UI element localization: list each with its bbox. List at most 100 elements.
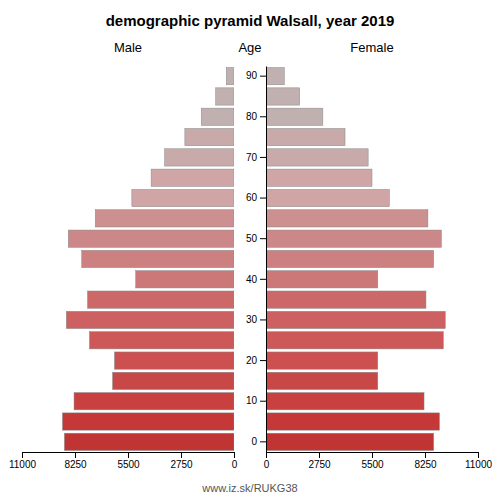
bar	[266, 88, 300, 105]
tick-mark	[234, 452, 235, 458]
tick: 50	[246, 233, 266, 244]
tick-mark	[319, 452, 320, 458]
tick: 90	[246, 70, 266, 81]
bar	[266, 372, 378, 389]
bar	[115, 352, 234, 369]
tick-label: 5500	[361, 459, 384, 470]
tick: 11000	[9, 452, 37, 470]
tick: 60	[246, 192, 266, 203]
tick-label: 8250	[414, 459, 437, 470]
tick-mark	[425, 452, 426, 458]
bar	[266, 108, 323, 125]
bar	[201, 108, 234, 125]
bar	[226, 68, 234, 85]
tick-label: 40	[246, 274, 258, 285]
tick: 70	[246, 152, 266, 163]
tick: 0	[264, 452, 270, 470]
tick: 8250	[64, 452, 87, 470]
bar	[266, 433, 434, 450]
axis-line	[266, 67, 267, 453]
y-axis: 0 10 20 30 40 50 60 70 80 90	[246, 67, 267, 453]
tick-mark	[260, 319, 266, 320]
tick-label: 50	[246, 233, 258, 244]
tick-label: 60	[246, 192, 258, 203]
bar	[266, 332, 443, 349]
tick-mark	[260, 238, 266, 239]
bar	[266, 393, 424, 410]
tick-label: 11000	[465, 459, 493, 470]
tick: 2750	[170, 452, 193, 470]
bar	[266, 210, 428, 227]
bar	[185, 128, 234, 145]
tick: 0	[232, 452, 238, 470]
tick-mark	[260, 360, 266, 361]
x-axis: 0 2750 5500 8250 11000	[264, 452, 493, 470]
tick: 5500	[361, 452, 384, 470]
tick-mark	[260, 401, 266, 402]
bar	[89, 332, 234, 349]
tick-mark	[181, 452, 182, 458]
tick: 40	[246, 274, 266, 285]
bars	[266, 68, 445, 451]
chart: 0 2750 5500 8250 11000 Male 0 2750 5500 8250 11000…	[0, 0, 500, 500]
axis-title: Age	[238, 40, 261, 55]
tick-mark	[260, 279, 266, 280]
tick-mark	[260, 441, 266, 442]
bar	[136, 271, 234, 288]
tick: 10	[246, 395, 266, 406]
bar	[266, 169, 372, 186]
tick-mark	[22, 452, 23, 458]
bar	[266, 352, 378, 369]
bar	[68, 230, 234, 247]
tick: 2750	[308, 452, 331, 470]
tick: 80	[246, 111, 266, 122]
bar	[64, 433, 234, 450]
footer: www.iz.sk/RUKG38	[201, 482, 297, 494]
tick: 8250	[414, 452, 437, 470]
x-axis: 0 2750 5500 8250 11000	[9, 452, 238, 470]
tick-label: 8250	[64, 459, 87, 470]
bar	[266, 413, 439, 430]
tick-mark	[266, 452, 267, 458]
bar	[266, 68, 284, 85]
bar	[82, 250, 234, 267]
panel-label: Female	[350, 40, 393, 55]
bar	[88, 291, 234, 308]
tick-mark	[372, 452, 373, 458]
tick-label: 0	[232, 459, 238, 470]
bar	[95, 210, 234, 227]
tick-label: 11000	[9, 459, 37, 470]
title: demographic pyramid Walsall, year 2019	[106, 12, 395, 29]
tick: 30	[246, 314, 266, 325]
panel-label: Male	[114, 40, 142, 55]
bar	[113, 372, 234, 389]
tick-mark	[260, 76, 266, 77]
bar	[66, 311, 234, 328]
tick-label: 90	[246, 70, 258, 81]
bar	[266, 128, 345, 145]
tick-mark	[260, 157, 266, 158]
tick-label: 20	[246, 355, 258, 366]
tick-mark	[128, 452, 129, 458]
tick: 11000	[465, 452, 493, 470]
bar	[216, 88, 234, 105]
bars	[62, 68, 234, 451]
bar	[266, 311, 445, 328]
bar	[74, 393, 234, 410]
bar	[266, 250, 434, 267]
bar	[266, 149, 368, 166]
tick-label: 5500	[117, 459, 140, 470]
axis-line	[23, 453, 235, 459]
tick-label: 10	[246, 395, 258, 406]
bar	[266, 189, 389, 206]
tick-label: 80	[246, 111, 258, 122]
tick-mark	[260, 116, 266, 117]
tick: 20	[246, 355, 266, 366]
tick-label: 30	[246, 314, 258, 325]
bar	[266, 230, 441, 247]
tick-mark	[260, 198, 266, 199]
tick: 0	[251, 436, 266, 447]
bar	[266, 271, 378, 288]
tick-label: 0	[251, 436, 257, 447]
tick-label: 70	[246, 152, 258, 163]
